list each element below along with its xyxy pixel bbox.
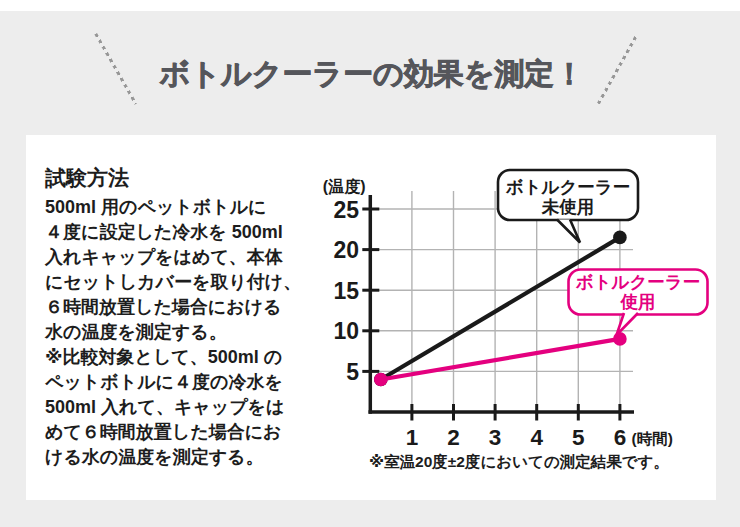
data-point (613, 231, 627, 245)
x-tick-label: 6 (614, 425, 627, 450)
x-tick-label: 4 (530, 425, 543, 450)
y-tick-label: 25 (333, 197, 359, 223)
y-tick-label: 15 (333, 278, 359, 304)
data-point (613, 332, 627, 346)
x-tick-label: 2 (447, 425, 460, 450)
x-tick-label: 3 (489, 425, 502, 450)
callout-unused-line1: ボトルクーラー (506, 177, 631, 197)
chart-note: ※室温20度±2度においての測定結果です。 (369, 453, 669, 471)
callout-unused-line2: 未使用 (541, 197, 595, 217)
temperature-chart: 510152025123456(温度)(時間)ボトルクーラー未使用ボトルクーラー… (0, 0, 740, 527)
callout-used-line2: 使用 (620, 292, 656, 312)
data-point (374, 373, 388, 387)
x-tick-label: 5 (572, 425, 585, 450)
y-tick-label: 10 (333, 318, 359, 344)
y-tick-label: 5 (346, 359, 359, 385)
x-axis-unit: (時間) (632, 430, 673, 447)
y-tick-label: 20 (333, 237, 359, 263)
callout-used-line1: ボトルクーラー (576, 272, 701, 292)
y-axis-unit: (温度) (323, 177, 366, 195)
x-tick-label: 1 (406, 425, 419, 450)
callout-unused-tail (557, 220, 580, 243)
